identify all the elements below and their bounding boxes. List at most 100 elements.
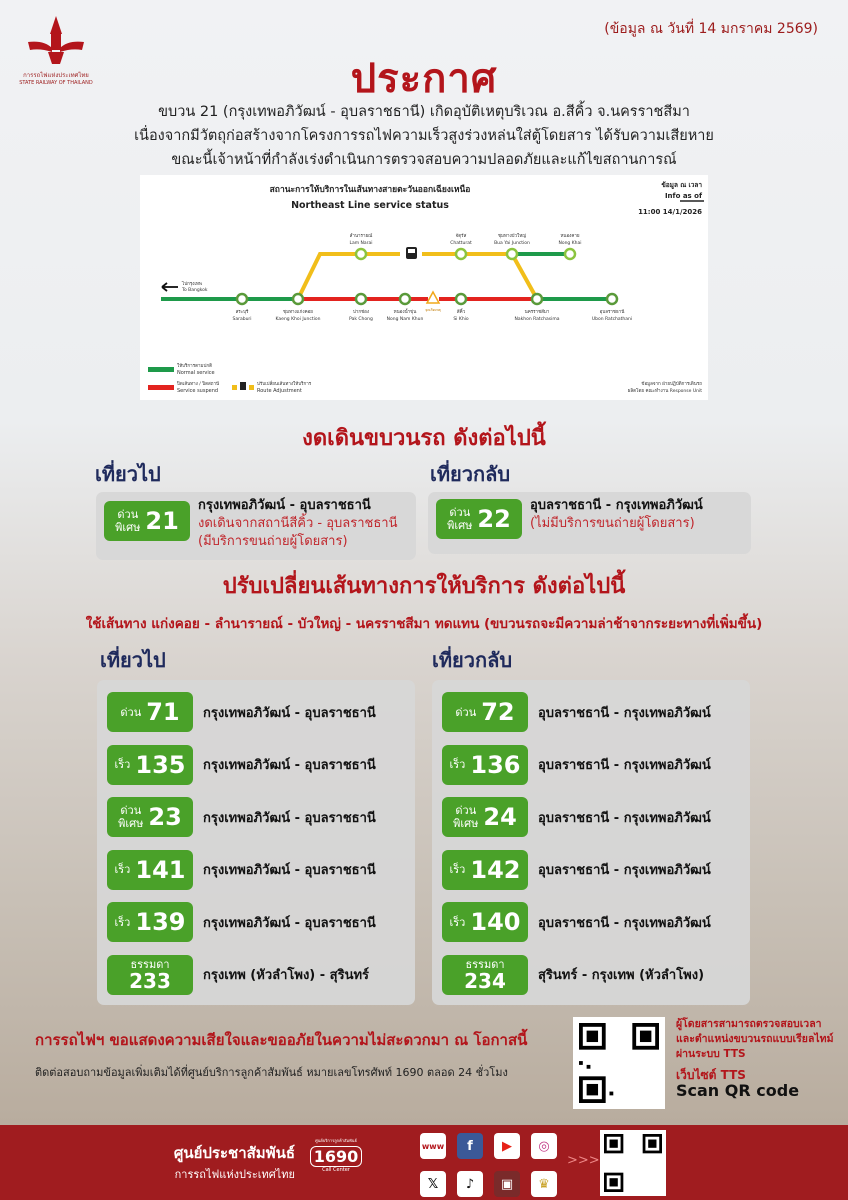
train-number: 22 [477,505,511,533]
train-route: อุบลราชธานี - กรุงเทพอภิวัฒน์ [538,758,711,774]
train-row: ด่วน พิเศษ 24 อุบลราชธานี - กรุงเทพอภิวัฒ… [442,791,740,844]
train-route: กรุงเทพอภิวัฒน์ - อุบลราชธานี [203,758,376,774]
station-label: Lam Narai [349,240,372,246]
facebook-icon[interactable]: f [457,1133,483,1159]
social-links: www f ▶ ◎ 𝕏 ♪ ▣ ♛ [420,1133,557,1197]
station-label: สีคิ้ว [457,308,466,315]
footer-qr-code[interactable] [600,1130,666,1196]
station-label: Pak Chong [349,316,373,322]
station-si-khio [454,292,468,306]
station-label: Saraburi [232,316,251,322]
map-info-en: Info as of [665,192,703,200]
train-number: 234 [464,969,506,994]
reroute-inbound-label: เที่ยวกลับ [432,648,513,672]
tiktok-icon[interactable]: ♪ [457,1171,483,1197]
reroute-outbound-label: เที่ยวไป [100,648,166,672]
train-note: งดเดินจากสถานีสีคิ้ว - อุบลราชธานี [198,516,398,531]
station-pak-chong [354,292,368,306]
train-number: 23 [148,803,182,832]
intro-text: ขบวน 21 (กรุงเทพอภิวัฒน์ - อุบลราชธานี) … [0,100,848,172]
qr-code-icon [604,1134,662,1192]
train-number: 72 [481,698,515,727]
instagram-icon[interactable]: ◎ [531,1133,557,1159]
station-label: ชุมทางบัวใหญ่ [498,233,526,239]
train-badge: ด่วน พิเศษ 23 [107,797,193,838]
tts-qr-code[interactable] [573,1017,665,1109]
train-row: ธรรมดา 234 สุรินทร์ - กรุงเทพ (หัวลำโพง) [442,949,740,1002]
train-badge: ธรรมดา 233 [107,954,193,995]
train-badge: เร็ว 141 [107,849,193,890]
train-row: เร็ว 136 อุบลราชธานี - กรุงเทพอภิวัฒน์ [442,739,740,792]
train-note: (ไม่มีบริการขนถ่ายผู้โดยสาร) [530,516,695,531]
accident-warning-icon [425,290,441,304]
train-route: กรุงเทพอภิวัฒน์ - อุบลราชธานี [203,863,376,879]
footer: ศูนย์ประชาสัมพันธ์ การรถไฟแห่งประเทศไทย … [0,1125,848,1200]
d-ticket-icon[interactable]: ♛ [531,1171,557,1197]
contact-text: ติดต่อสอบถามข้อมูลเพิ่มเติมได้ที่ศูนย์บร… [35,1066,508,1079]
hotline-1690[interactable]: ศูนย์บริการลูกค้าสัมพันธ์ 1690 Call Cent… [310,1137,362,1173]
legend-label: ให้บริการตามปกติ [177,363,212,369]
train-route: อุบลราชธานี - กรุงเทพอภิวัฒน์ [530,498,703,513]
train-type: เร็ว [114,863,131,877]
train-app-icon[interactable]: ▣ [494,1171,520,1197]
station-chatturat [454,247,468,261]
train-row: ด่วน 72 อุบลราชธานี - กรุงเทพอภิวัฒน์ [442,686,740,739]
station-ubon [605,292,619,306]
cancel-heading: งดเดินขบวนรถ ดังต่อไปนี้ [302,426,546,451]
reroute-heading: ปรับเปลี่ยนเส้นทางการให้บริการ ดังต่อไปน… [222,574,626,599]
train-type: พิเศษ [453,817,479,831]
x-icon[interactable]: 𝕏 [420,1171,446,1197]
train-number: 139 [135,908,186,937]
train-type: ธรรมดา [130,958,170,972]
train-row: เร็ว 141 กรุงเทพอภิวัฒน์ - อุบลราชธานี [107,844,405,897]
train-badge: เร็ว 142 [442,849,528,890]
train-type: ด่วน [120,804,142,818]
youtube-icon[interactable]: ▶ [494,1133,520,1159]
train-type: เร็ว [449,758,466,772]
train-number: 233 [129,969,171,994]
legend-label: ปิดเส้นทาง / ปิดสถานี [176,381,219,387]
to-bangkok-arrow-icon [161,282,178,292]
train-badge: ด่วน 72 [442,692,528,733]
www-icon[interactable]: www [420,1133,446,1159]
qr-code-icon [579,1023,659,1103]
station-nong-nam-khun [398,292,412,306]
service-status-map: สถานะการให้บริการในเส้นทางสายตะวันออกเฉี… [140,175,708,400]
train-route: สุรินทร์ - กรุงเทพ (หัวลำโพง) [538,968,705,984]
train-note: (มีบริการขนถ่ายผู้โดยสาร) [198,534,348,549]
train-badge: ด่วน พิเศษ 21 [104,501,190,541]
station-label: ชุมทางแก่งคอย [283,309,313,315]
train-type: ด่วน [449,506,471,519]
train-row: เร็ว 142 อุบลราชธานี - กรุงเทพอภิวัฒน์ [442,844,740,897]
train-badge: ด่วน พิเศษ 22 [436,499,522,539]
train-badge: เร็ว 139 [107,902,193,943]
legend-suspend-swatch [148,385,174,390]
train-type: ธรรมดา [465,958,505,972]
legend-normal-swatch [148,367,174,372]
cancel-card-inbound: ด่วน พิเศษ 22 อุบลราชธานี - กรุงเทพอภิวัฒ… [428,492,751,554]
station-label: Nong Khai [558,240,581,246]
reroute-inbound-list: ด่วน 72 อุบลราชธานี - กรุงเทพอภิวัฒน์ เร… [432,680,750,1005]
train-number: 24 [483,803,517,832]
train-type: พิเศษ [115,521,141,534]
train-route: อุบลราชธานี - กรุงเทพอภิวัฒน์ [538,705,711,721]
map-title-en: Northeast Line service status [291,200,449,211]
tts-line: ผ่านระบบ TTS [676,1048,746,1060]
reroute-outbound-list: ด่วน 71 กรุงเทพอภิวัฒน์ - อุบลราชธานี เร… [97,680,415,1005]
intro-line: เนื่องจากมีวัตถุก่อสร้างจากโครงการรถไฟคว… [134,128,714,144]
train-route: กรุงเทพอภิวัฒน์ - อุบลราชธานี [203,810,376,826]
train-row: ด่วน 71 กรุงเทพอภิวัฒน์ - อุบลราชธานี [107,686,405,739]
map-title-th: สถานะการให้บริการในเส้นทางสายตะวันออกเฉี… [270,184,471,195]
apology-text: การรถไฟฯ ขอแสดงความเสียใจและขออภัยในความ… [35,1031,528,1049]
train-route: อุบลราชธานี - กรุงเทพอภิวัฒน์ [538,810,711,826]
legend-adjust-swatch [232,385,237,390]
srt-emblem-icon [28,16,84,64]
station-label: หนองน้ำขุ่น [394,308,417,315]
station-saraburi [235,292,249,306]
legend-label: Route Adjustment [257,388,302,394]
adjusted-segment [422,252,539,300]
train-route: กรุงเทพอภิวัฒน์ - อุบลราชธานี [203,705,376,721]
accident-label: จุดเกิดเหตุ [425,308,441,313]
reroute-subheading: ใช้เส้นทาง แก่งคอย - ลำนารายณ์ - บัวใหญ่… [85,616,763,632]
train-route: กรุงเทพ (หัวลำโพง) - สุรินทร์ [203,968,370,984]
